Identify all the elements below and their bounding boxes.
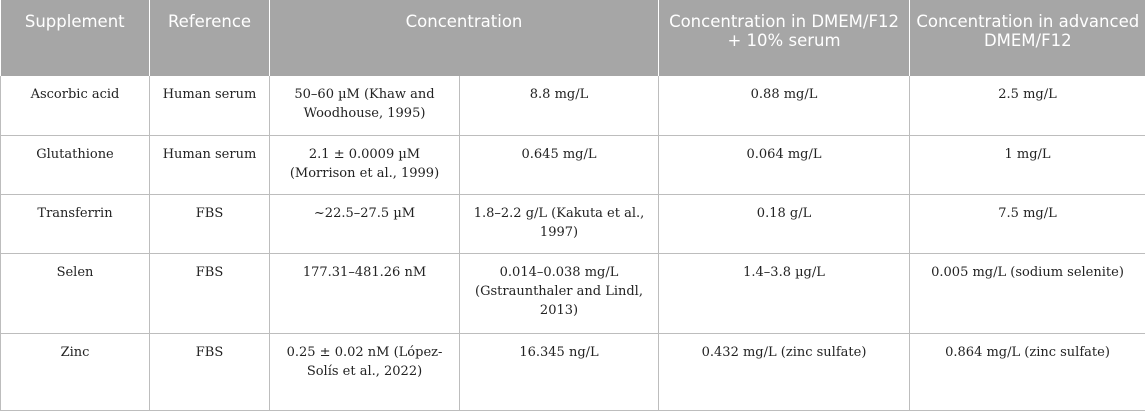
cell-concentration-molar: 0.25 ± 0.02 nM (López-Solís et al., 2022… xyxy=(269,333,460,411)
table-row: Glutathione Human serum 2.1 ± 0.0009 µM … xyxy=(0,135,1145,195)
header-concentration: Concentration xyxy=(269,0,660,76)
cell-concentration-dmem: 0.064 mg/L xyxy=(658,135,911,195)
cell-concentration-dmem: 0.432 mg/L (zinc sulfate) xyxy=(658,333,911,411)
cell-supplement: Glutathione xyxy=(0,135,150,195)
cell-supplement: Ascorbic acid xyxy=(0,76,150,136)
header-supplement: Supplement xyxy=(0,0,150,76)
cell-concentration-mass: 0.645 mg/L xyxy=(459,135,660,195)
cell-concentration-molar: 50–60 µM (Khaw and Woodhouse, 1995) xyxy=(269,76,460,136)
cell-concentration-advanced: 0.864 mg/L (zinc sulfate) xyxy=(909,333,1145,411)
cell-reference: FBS xyxy=(149,333,270,411)
cell-concentration-dmem: 1.4–3.8 µg/L xyxy=(658,253,911,334)
cell-concentration-mass: 0.014–0.038 mg/L (Gstraunthaler and Lind… xyxy=(459,253,660,334)
cell-concentration-dmem: 0.18 g/L xyxy=(658,194,911,254)
cell-reference: FBS xyxy=(149,253,270,334)
table-row: Transferrin FBS ~22.5–27.5 µM 1.8–2.2 g/… xyxy=(0,194,1145,254)
cell-concentration-molar: 177.31–481.26 nM xyxy=(269,253,460,334)
table-row: Ascorbic acid Human serum 50–60 µM (Khaw… xyxy=(0,76,1145,136)
cell-concentration-advanced: 2.5 mg/L xyxy=(909,76,1145,136)
table-row: Selen FBS 177.31–481.26 nM 0.014–0.038 m… xyxy=(0,253,1145,334)
cell-concentration-advanced: 7.5 mg/L xyxy=(909,194,1145,254)
cell-concentration-mass: 8.8 mg/L xyxy=(459,76,660,136)
table-header-row: Supplement Reference Concentration Conce… xyxy=(0,0,1145,76)
cell-supplement: Zinc xyxy=(0,333,150,411)
cell-concentration-molar: 2.1 ± 0.0009 µM (Morrison et al., 1999) xyxy=(269,135,460,195)
cell-reference: Human serum xyxy=(149,76,270,136)
cell-reference: FBS xyxy=(149,194,270,254)
cell-reference: Human serum xyxy=(149,135,270,195)
cell-supplement: Selen xyxy=(0,253,150,334)
cell-concentration-molar: ~22.5–27.5 µM xyxy=(269,194,460,254)
header-reference: Reference xyxy=(149,0,270,76)
cell-concentration-dmem: 0.88 mg/L xyxy=(658,76,911,136)
cell-concentration-mass: 16.345 ng/L xyxy=(459,333,660,411)
header-concentration-dmem: Concentration in DMEM/F12 + 10% serum xyxy=(658,0,911,76)
header-concentration-advanced: Concentration in advanced DMEM/F12 xyxy=(909,0,1145,76)
table-row: Zinc FBS 0.25 ± 0.02 nM (López-Solís et … xyxy=(0,333,1145,411)
cell-concentration-mass: 1.8–2.2 g/L (Kakuta et al., 1997) xyxy=(459,194,660,254)
cell-supplement: Transferrin xyxy=(0,194,150,254)
cell-concentration-advanced: 0.005 mg/L (sodium selenite) xyxy=(909,253,1145,334)
cell-concentration-advanced: 1 mg/L xyxy=(909,135,1145,195)
